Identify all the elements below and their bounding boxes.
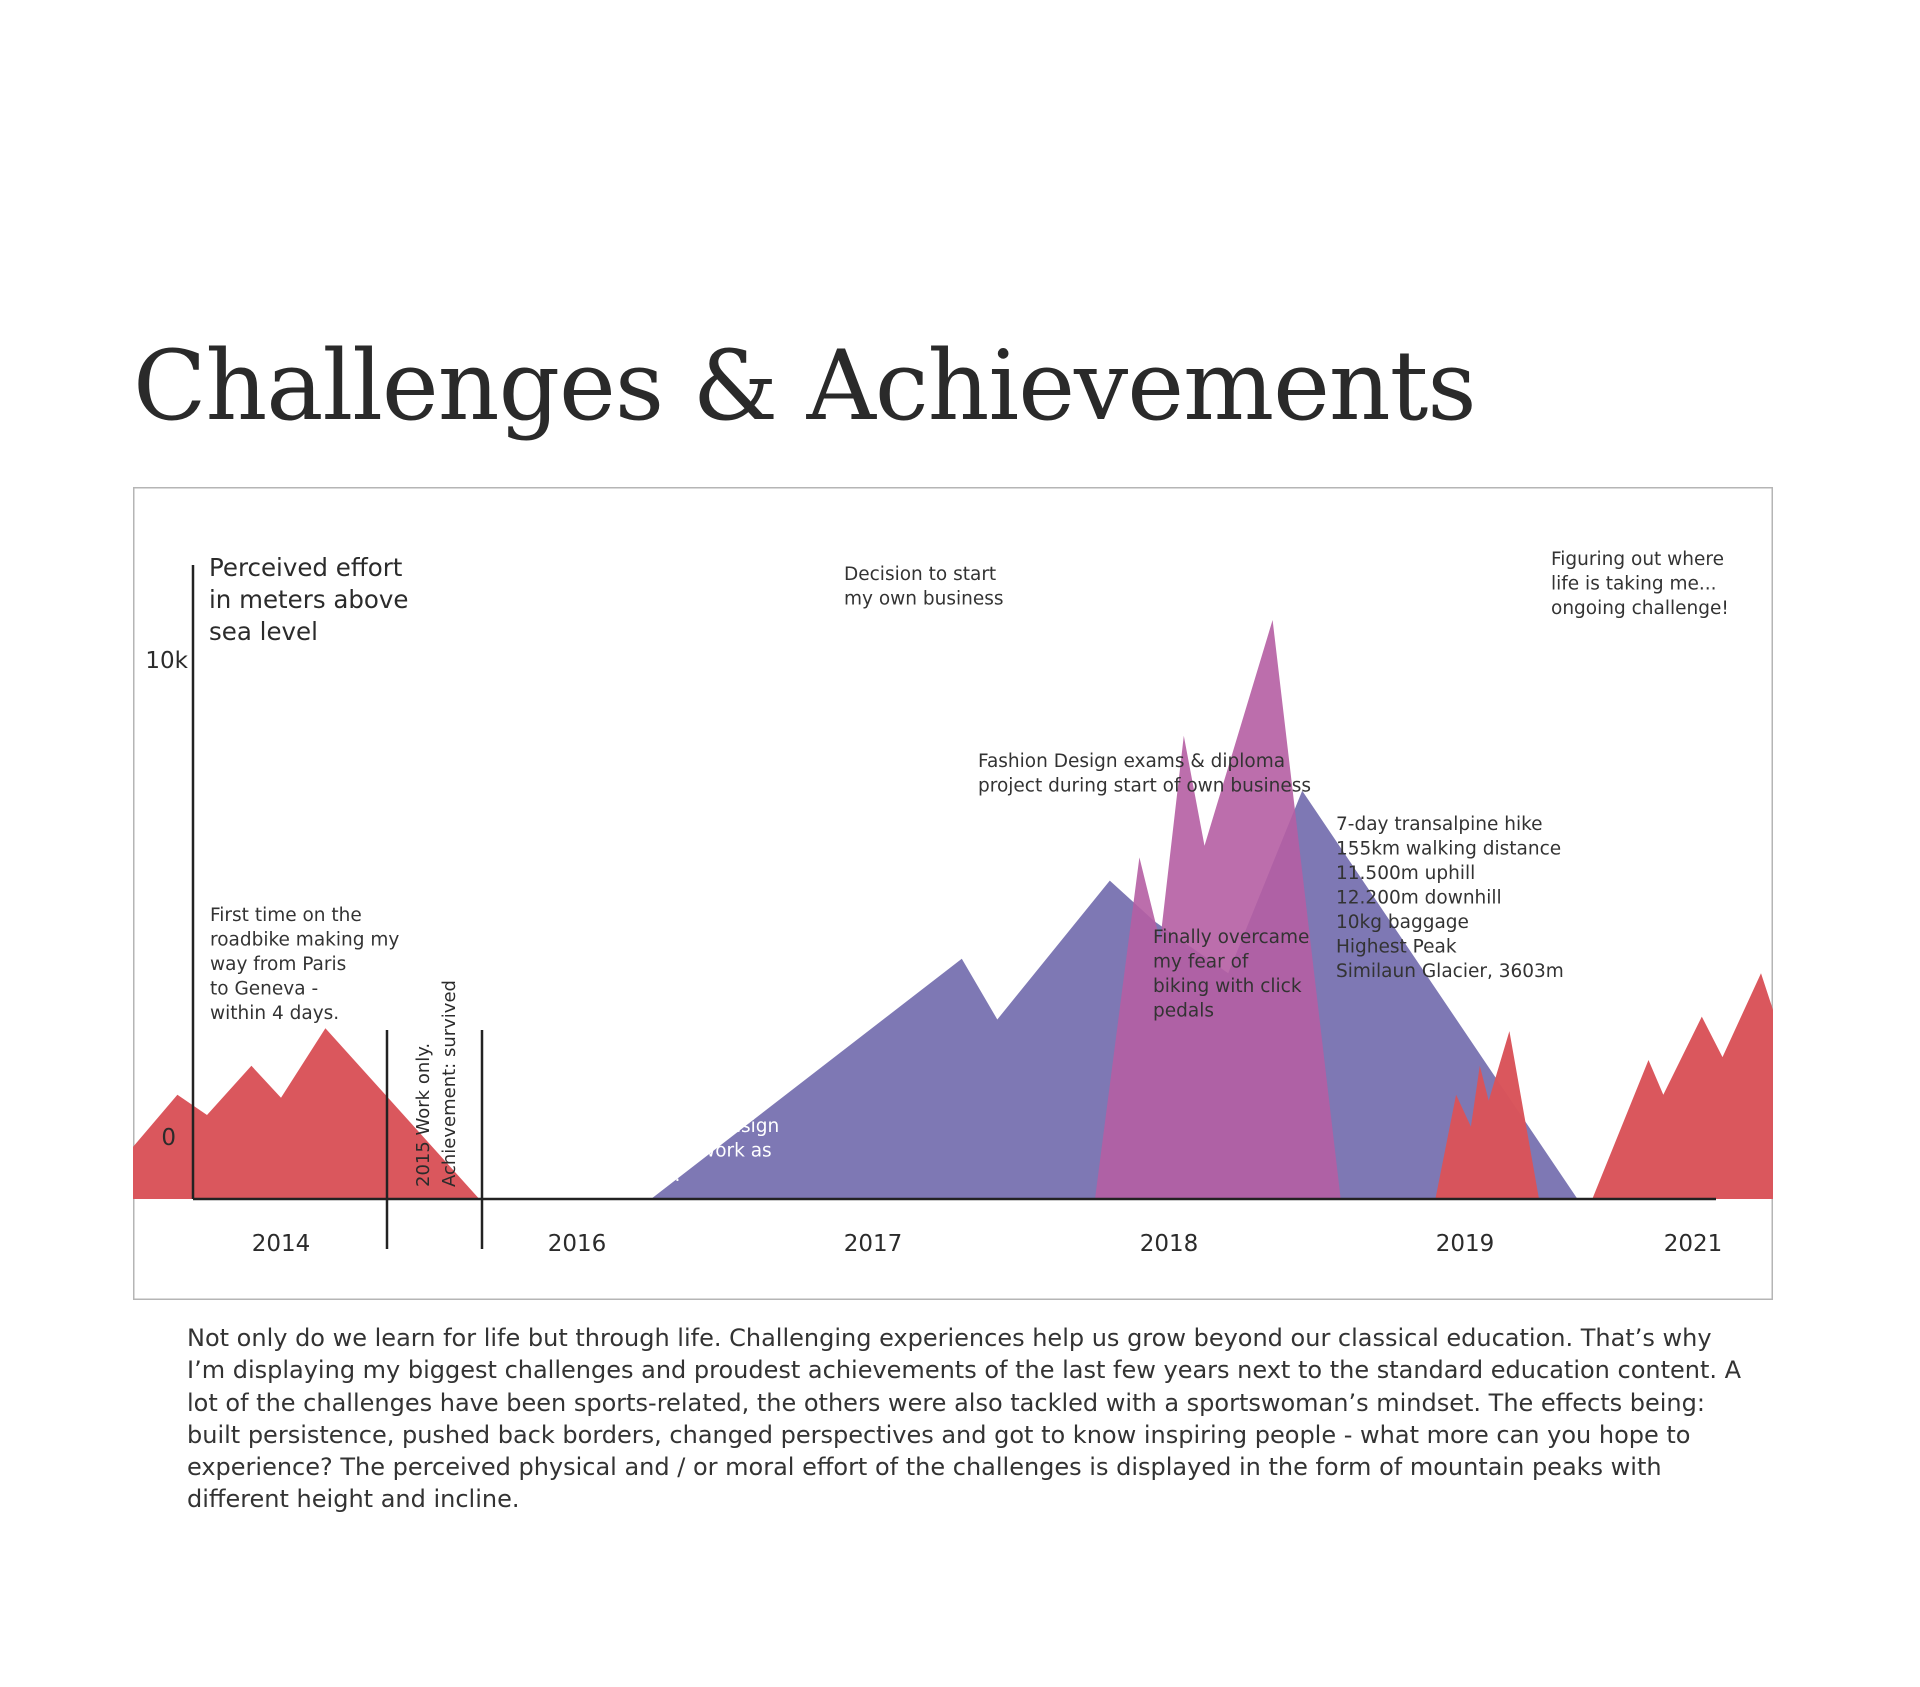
- mountain-click-pedals-2018: [1435, 1031, 1539, 1199]
- annotation-line: Studies during work as: [560, 1141, 772, 1162]
- y-tick-label: 0: [161, 1125, 176, 1151]
- x-tick-label: 2017: [844, 1231, 903, 1257]
- mountain-fashion-studies-2016: [651, 790, 1578, 1199]
- x-tick-label: 2018: [1140, 1231, 1199, 1257]
- y-axis-title-line: in meters above: [209, 585, 409, 614]
- x-tick-label: 2021: [1664, 1231, 1723, 1257]
- annotation-line: project during start of own business: [978, 776, 1311, 797]
- annotation-line: roadbike making my: [210, 930, 399, 951]
- x-tick-label: 2019: [1436, 1231, 1495, 1257]
- annotation-line: my own business: [844, 589, 1004, 610]
- y-tick-label: 10k: [145, 648, 188, 674]
- annotation-line: way from Paris: [210, 954, 346, 975]
- annotation-line: 155km walking distance: [1336, 839, 1561, 860]
- annotation-line: Starting Fashion Design: [560, 1116, 779, 1137]
- axis-break-label: 2015 Work only. Achievement: survived: [413, 980, 460, 1187]
- axis-break-label-line: Achievement: survived: [439, 980, 460, 1187]
- page-title: Challenges & Achievements: [133, 330, 1477, 442]
- annotation-line: within 4 days.: [210, 1003, 339, 1024]
- y-axis-title-line: sea level: [209, 617, 318, 646]
- annotation-line: First time on the: [210, 905, 362, 926]
- mountain-transalpine-2019: [1592, 973, 1773, 1199]
- annotation-exams: Fashion Design exams & diploma project d…: [978, 751, 1311, 797]
- annotation-line: Highest Peak: [1336, 937, 1457, 958]
- y-axis-title-line: Perceived effort: [209, 553, 403, 582]
- mountain-roadbike-2014: [133, 1028, 480, 1199]
- annotation-line: to Geneva -: [210, 979, 318, 1000]
- axis-break-label-line: 2015 Work only.: [413, 1043, 434, 1187]
- annotation-future: Figuring out where life is taking me... …: [1551, 549, 1730, 619]
- annotation-line: Figuring out where: [1551, 549, 1724, 570]
- annotation-hike: 7-day transalpine hike 155km walking dis…: [1336, 814, 1567, 982]
- annotation-line: pedals: [1153, 1001, 1214, 1022]
- annotation-line: 11.500m uphill: [1336, 863, 1475, 884]
- annotation-line: ongoing challenge!: [1551, 598, 1729, 619]
- chart-frame-border: [133, 487, 1773, 1300]
- annotation-line: a consultant.: [560, 1165, 680, 1186]
- chart: Perceived effort in meters above sea lev…: [133, 487, 1773, 1300]
- annotation-line: 12.200m downhill: [1336, 888, 1502, 909]
- annotation-line: Similaun Glacier, 3603m: [1336, 961, 1564, 982]
- annotation-line: 10kg baggage: [1336, 912, 1469, 933]
- mountain-business-decision-2017: [1095, 620, 1341, 1199]
- annotation-business: Decision to start my own business: [844, 564, 1004, 610]
- annotation-pedals: Finally overcame my fear of biking with …: [1153, 927, 1315, 1022]
- description-paragraph: Not only do we learn for life but throug…: [187, 1324, 1742, 1514]
- annotation-line: life is taking me...: [1551, 574, 1717, 595]
- annotation-line: Finally overcame: [1153, 927, 1309, 948]
- annotation-roadbike: First time on the roadbike making my way…: [210, 905, 405, 1024]
- x-tick-label: 2014: [252, 1231, 311, 1257]
- y-axis-title: Perceived effort in meters above sea lev…: [209, 553, 416, 646]
- annotation-studies: Starting Fashion Design Studies during w…: [560, 1116, 785, 1186]
- annotation-line: Decision to start: [844, 564, 996, 585]
- annotation-line: biking with click: [1153, 976, 1302, 997]
- x-tick-label: 2016: [548, 1231, 607, 1257]
- annotation-line: 7-day transalpine hike: [1336, 814, 1543, 835]
- annotation-line: Fashion Design exams & diploma: [978, 751, 1285, 772]
- annotation-line: my fear of: [1153, 952, 1249, 973]
